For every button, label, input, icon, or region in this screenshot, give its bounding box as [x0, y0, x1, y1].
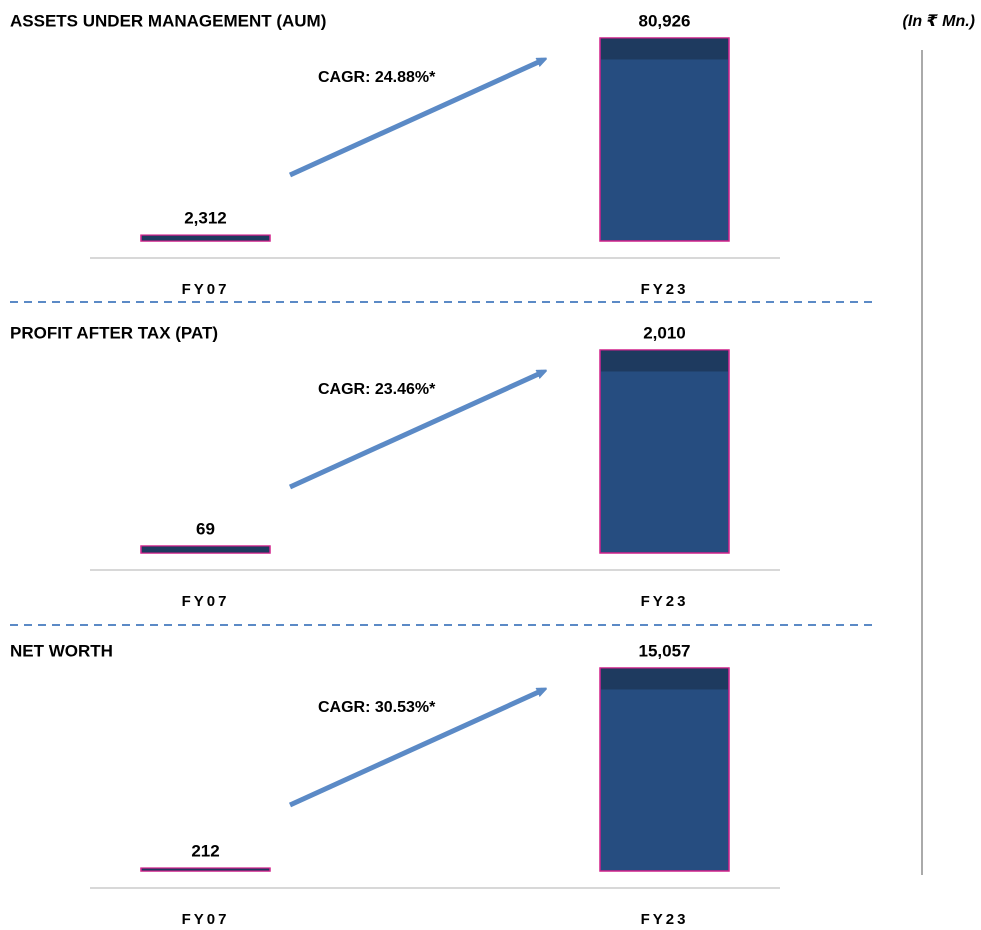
trend-arrow	[288, 372, 543, 490]
bar-cap	[601, 350, 728, 372]
bar	[599, 667, 730, 872]
x-tick-label: FY23	[641, 593, 689, 610]
x-tick-label: FY23	[641, 911, 689, 928]
value-label: 2,312	[184, 209, 227, 228]
bar-cap	[601, 38, 728, 60]
value-label: 69	[196, 520, 215, 539]
bar-cap	[142, 546, 269, 553]
trend-arrow	[288, 690, 543, 808]
trend-arrow	[288, 60, 543, 178]
cagr-annotation: CAGR: 23.46%*	[318, 381, 436, 398]
bar-cap	[142, 868, 269, 871]
unit-note: (In ₹ Mn.)	[903, 13, 975, 30]
x-tick-label: FY07	[182, 281, 230, 298]
value-label: 2,010	[643, 323, 686, 342]
x-tick-label: FY23	[641, 281, 689, 298]
bar	[599, 349, 730, 554]
bar-cap	[142, 235, 269, 241]
value-label: 80,926	[639, 11, 691, 30]
value-label: 15,057	[639, 641, 691, 660]
chart-title: ASSETS UNDER MANAGEMENT (AUM)	[10, 11, 326, 30]
chart-title: NET WORTH	[10, 641, 113, 660]
bar	[599, 37, 730, 242]
value-label: 212	[191, 842, 219, 861]
chart-title: PROFIT AFTER TAX (PAT)	[10, 323, 218, 342]
cagr-annotation: CAGR: 24.88%*	[318, 69, 436, 86]
bar-cap	[601, 668, 728, 690]
cagr-annotation: CAGR: 30.53%*	[318, 699, 436, 716]
x-tick-label: FY07	[182, 911, 230, 928]
x-tick-label: FY07	[182, 593, 230, 610]
